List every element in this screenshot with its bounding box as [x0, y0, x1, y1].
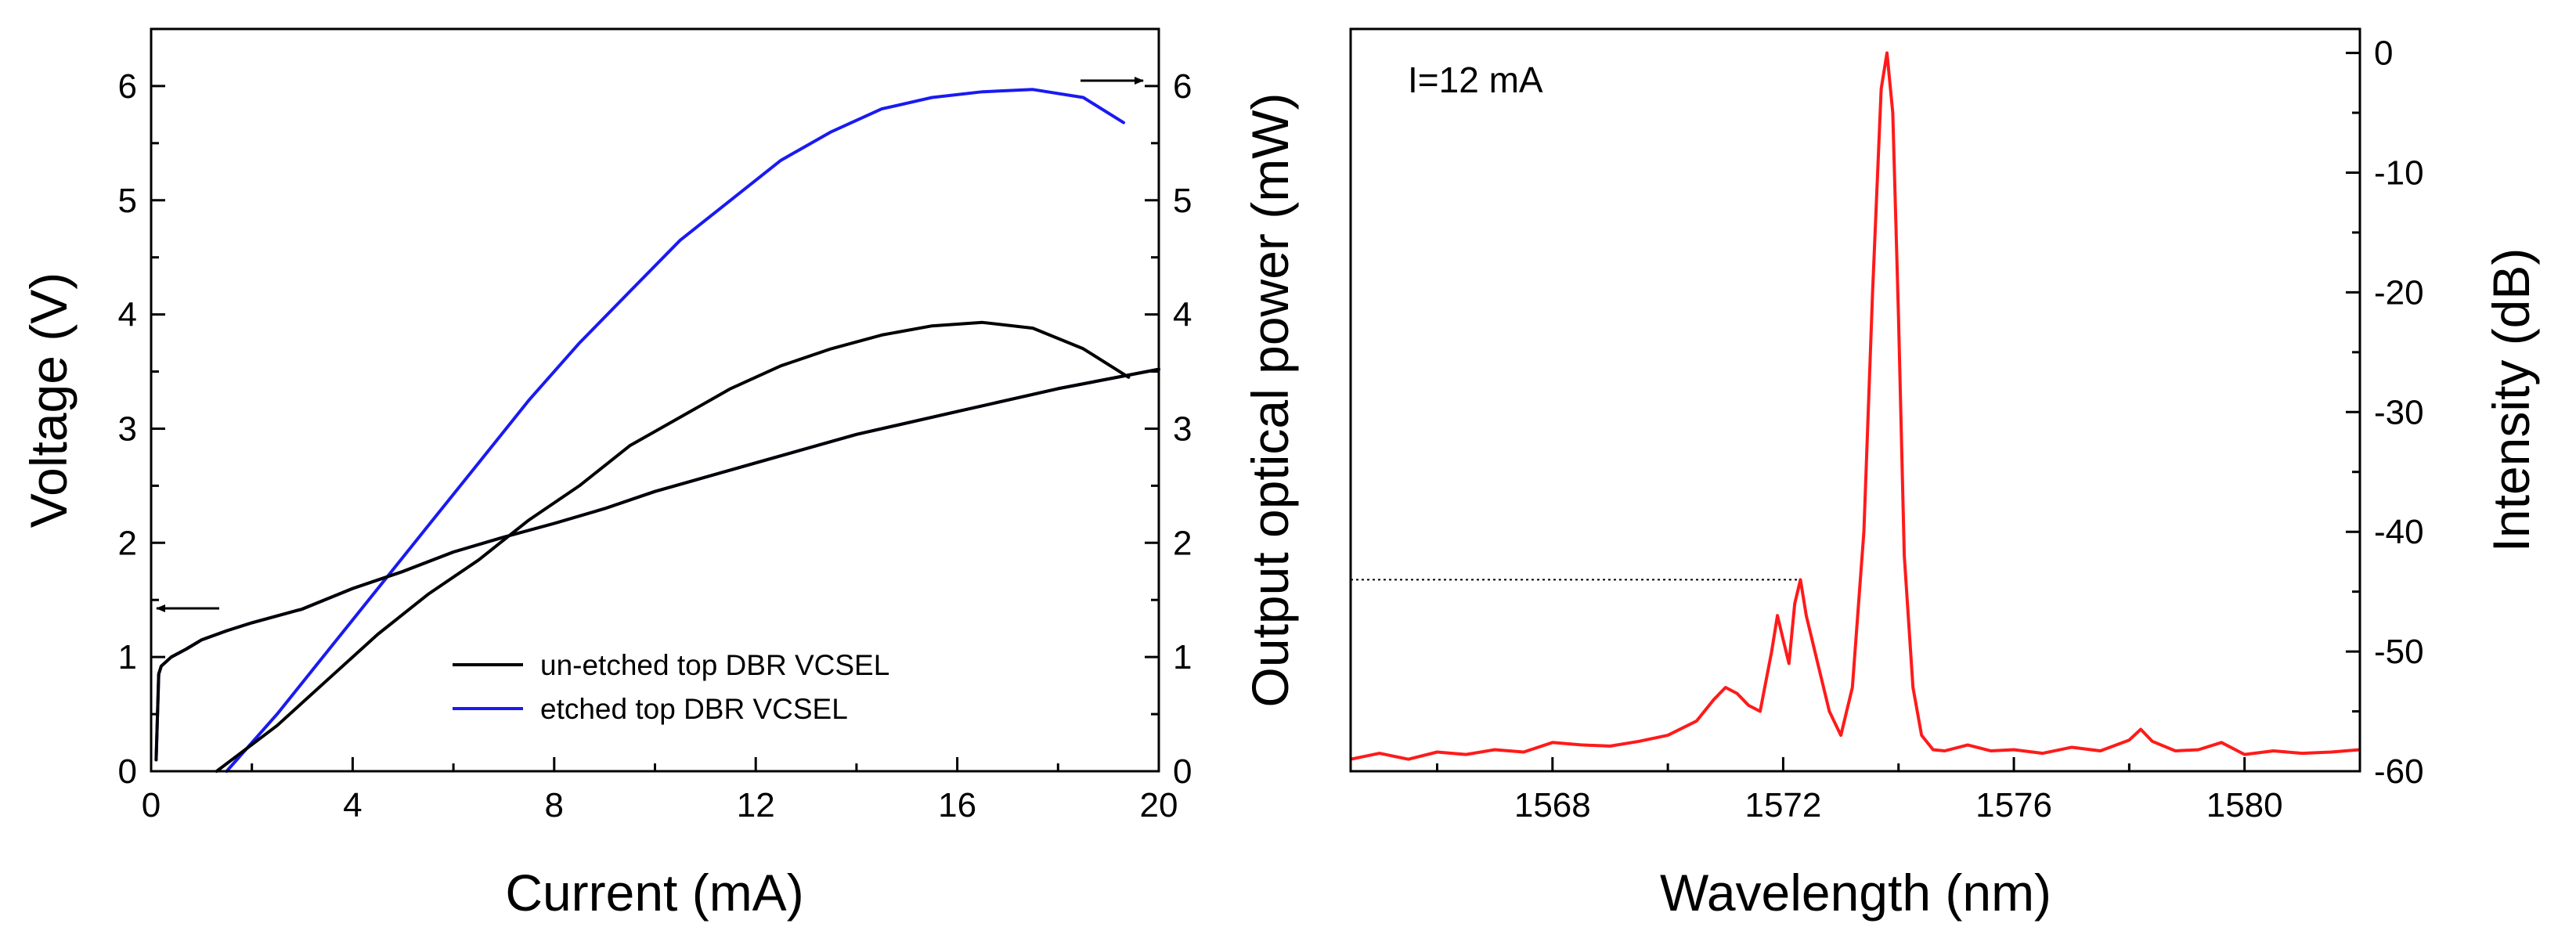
left-x-tick-label: 8: [545, 786, 564, 824]
right-y-tick-label: 0: [2374, 34, 2393, 73]
legend-label-etched: etched top DBR VCSEL: [540, 693, 848, 725]
left-y-tick-label: 2: [118, 524, 137, 562]
left-y2-tick-label: 4: [1173, 296, 1192, 334]
left-data-layer: [154, 88, 1160, 773]
left-y2-tick-label: 1: [1173, 638, 1192, 676]
left-series-line-1: [215, 320, 1131, 773]
right-data-layer: [1350, 51, 2361, 761]
right-y-tick-label: -10: [2374, 153, 2424, 192]
right-x-tick-label: 1572: [1744, 786, 1821, 824]
right-y-tick-label: -60: [2374, 752, 2424, 791]
left-series-line-3: [154, 367, 1160, 762]
spectrum-line-0: [1350, 51, 2361, 761]
current-annotation: I=12 mA: [1408, 60, 1543, 100]
left-series-line-0: [225, 88, 1125, 773]
left-arrows: [156, 77, 1144, 612]
left-y-tick-label: 4: [118, 296, 137, 334]
right-plot-frame: [1349, 27, 2361, 773]
left-y-tick-label: 1: [118, 638, 137, 676]
right-x-tick-label: 1580: [2206, 786, 2283, 824]
left-y2-tick-label: 5: [1173, 182, 1192, 220]
left-y2-tick-label: 2: [1173, 524, 1192, 562]
left-x-tick-label: 20: [1140, 786, 1178, 824]
left-y-tick-label: 3: [118, 409, 137, 448]
left-y-tick-label: 0: [118, 752, 137, 791]
left-y2-tick-label: 6: [1173, 67, 1192, 106]
left-legend: un-etched top DBR VCSEL etched top DBR V…: [453, 649, 889, 725]
left-y2-tick-label: 0: [1173, 752, 1192, 791]
left-x-tick-label: 12: [737, 786, 775, 824]
left-y-tick-label: 5: [118, 182, 137, 220]
right-y-tick-label: -30: [2374, 393, 2424, 431]
right-axes: 1568 1572 1576 1580 0 -10 -20 -30 -40 -50 -60: [1435, 34, 2424, 824]
right-y-tick-label: -50: [2374, 633, 2424, 671]
right-x-tick-label: 1568: [1514, 786, 1591, 824]
left-y2-tick-label: 3: [1173, 409, 1192, 448]
left-x-axis-title: Current (mA): [505, 864, 803, 922]
right-x-tick-label: 1576: [1975, 786, 2052, 824]
left-y-tick-label: 6: [118, 67, 137, 106]
left-x-tick-label: 0: [142, 786, 161, 824]
left-y2-axis-title: Output optical power (mW): [1241, 93, 1299, 708]
right-y-tick-label: -40: [2374, 513, 2424, 551]
left-y-axis-title: Voltage (V): [20, 272, 78, 529]
left-x-tick-label: 4: [343, 786, 362, 824]
right-y-axis-title: Intensity (dB): [2482, 248, 2540, 553]
right-x-axis-title: Wavelength (nm): [1660, 864, 2051, 922]
legend-label-unetched: un-etched top DBR VCSEL: [540, 649, 889, 681]
right-plot-area: [1349, 27, 2361, 773]
right-chart: 1568 1572 1576 1580 0 -10 -20 -30 -40 -50 -60 I=12…: [1349, 27, 2540, 922]
left-x-tick-label: 16: [938, 786, 976, 824]
right-y-tick-label: -20: [2374, 273, 2424, 312]
